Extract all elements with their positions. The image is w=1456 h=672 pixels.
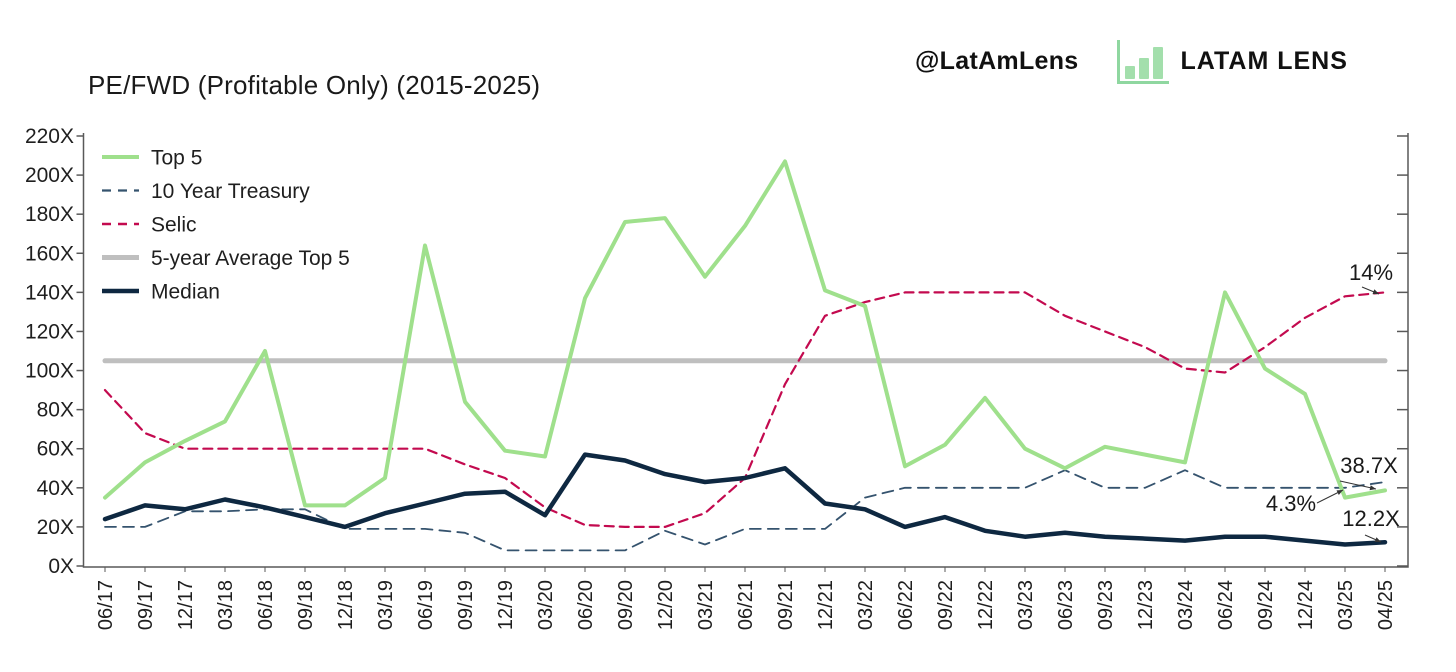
x-axis-label: 06/21 [735,580,757,630]
x-axis-label: 03/23 [1015,580,1037,630]
x-axis-label: 06/20 [575,580,597,630]
x-axis-label: 04/25 [1375,580,1397,630]
axis-frame [82,133,1409,568]
x-axis-label: 03/19 [375,580,397,630]
x-axis-label: 09/20 [615,580,637,630]
x-axis-label: 03/25 [1335,580,1357,630]
x-axis-label: 12/22 [975,580,997,630]
annotation-14: 14% [1349,260,1393,285]
chart-title: PE/FWD (Profitable Only) (2015-2025) [88,70,541,100]
series-line-top-5 [103,159,1387,508]
y-axis-label: 200X [25,164,74,187]
legend-label: Selic [151,214,197,237]
y-axis-label: 180X [25,203,74,226]
x-axis-label: 09/24 [1255,580,1277,630]
x-axis-label: 12/18 [335,580,357,630]
x-axis-label: 12/21 [815,580,837,630]
brand-bar: @LatAmLens LATAM LENS [915,38,1348,84]
x-axis-label: 03/18 [215,580,237,630]
x-axis-label: 12/17 [175,580,197,630]
legend-label: Median [151,281,220,304]
y-axis-label: 80X [37,399,74,422]
y-axis-label: 20X [37,516,74,539]
legend-label: Top 5 [151,147,202,170]
x-axis-label: 06/23 [1055,580,1077,630]
x-axis-label: 09/19 [455,580,477,630]
annotation-43: 4.3% [1266,491,1316,516]
x-axis-label: 03/21 [695,580,717,630]
y-axis-label: 140X [25,281,74,304]
annotation-387x: 38.7X [1340,453,1398,478]
x-axis-label: 09/21 [775,580,797,630]
x-axis-label: 03/22 [855,580,877,630]
series-line-selic [103,291,1387,528]
series-line-median [102,452,1388,547]
annotation-arrowhead [1372,289,1379,295]
y-axis-label: 100X [25,360,74,383]
twitter-handle: @LatAmLens [915,46,1079,75]
annotation-arrowhead [1336,490,1343,495]
brand-name: LATAM LENS [1180,46,1348,75]
x-axis-label: 09/23 [1095,580,1117,630]
x-axis-label: 09/17 [135,580,157,630]
annotation-leader [1339,480,1377,490]
annotation-122x: 12.2X [1342,506,1400,531]
x-axis-label: 12/24 [1295,580,1317,630]
x-axis-label: 06/22 [895,580,917,630]
x-axis-label: 12/19 [495,580,517,630]
y-axis-label: 160X [25,242,74,265]
series-line-10-year-treasury [104,469,1386,552]
brand-logo: LATAM LENS [1116,38,1348,84]
x-axis-label: 09/22 [935,580,957,630]
y-axis-label: 220X [25,125,74,148]
y-axis-label: 0X [48,555,74,578]
legend-label: 5-year Average Top 5 [151,247,350,270]
x-axis-label: 09/18 [295,580,317,630]
x-axis-label: 06/19 [415,580,437,630]
x-axis-label: 06/24 [1215,580,1237,630]
y-axis-label: 40X [37,477,74,500]
y-axis-label: 60X [37,438,74,461]
y-axis-label: 120X [25,320,74,343]
x-axis-label: 06/18 [255,580,277,630]
annotation-arrowhead [1374,537,1381,542]
legend-label: 10 Year Treasury [151,180,310,203]
x-axis-label: 12/23 [1135,580,1157,630]
x-axis-label: 03/20 [535,580,557,630]
bar-chart-icon [1116,38,1169,84]
x-axis-label: 06/17 [95,580,117,630]
annotation-arrowhead [1369,485,1376,491]
x-axis-label: 03/24 [1175,580,1197,630]
x-axis-label: 12/20 [655,580,677,630]
